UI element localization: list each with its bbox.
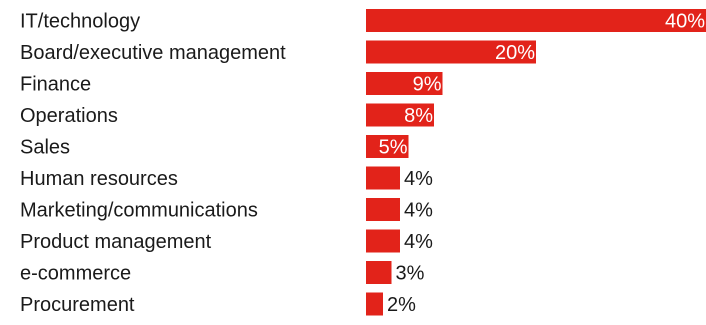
category-labels: IT/technology Board/executive management F… (20, 11, 286, 317)
value-label-board-executive-management: 20% (495, 42, 535, 64)
category-label-sales: Sales (20, 137, 70, 159)
bar-operations (366, 103, 434, 127)
bar-finance (366, 72, 443, 95)
value-label-it-technology: 40% (665, 11, 705, 33)
value-label-human-resources: 4% (404, 168, 433, 190)
category-label-board-executive-management: Board/executive management (20, 42, 286, 64)
bars (366, 9, 706, 316)
value-label-product-management: 4% (404, 231, 433, 253)
bar-sales (366, 135, 409, 158)
category-label-product-management: Product management (20, 231, 212, 253)
bar-product-management (366, 229, 400, 253)
bar-e-commerce (366, 261, 392, 284)
value-label-finance: 9% (413, 74, 442, 96)
category-label-marketing-communications: Marketing/communications (20, 200, 258, 222)
value-label-procurement: 2% (387, 294, 416, 316)
value-label-e-commerce: 3% (396, 263, 425, 285)
value-label-sales: 5% (379, 137, 408, 159)
category-label-human-resources: Human resources (20, 168, 178, 190)
bar-procurement (366, 292, 383, 316)
category-label-operations: Operations (20, 105, 118, 127)
bar-marketing-communications (366, 198, 400, 221)
category-label-it-technology: IT/technology (20, 11, 140, 33)
category-label-e-commerce: e-commerce (20, 263, 131, 285)
bar-board-executive-management (366, 40, 536, 64)
bar-it-technology (366, 9, 706, 32)
category-label-finance: Finance (20, 74, 91, 96)
category-label-procurement: Procurement (20, 294, 135, 316)
value-labels: 40% 20% 9% 8% 5% 4% 4% 4% 3% 2% (379, 11, 706, 317)
value-label-operations: 8% (404, 105, 433, 127)
value-label-marketing-communications: 4% (404, 200, 433, 222)
bar-human-resources (366, 166, 400, 190)
